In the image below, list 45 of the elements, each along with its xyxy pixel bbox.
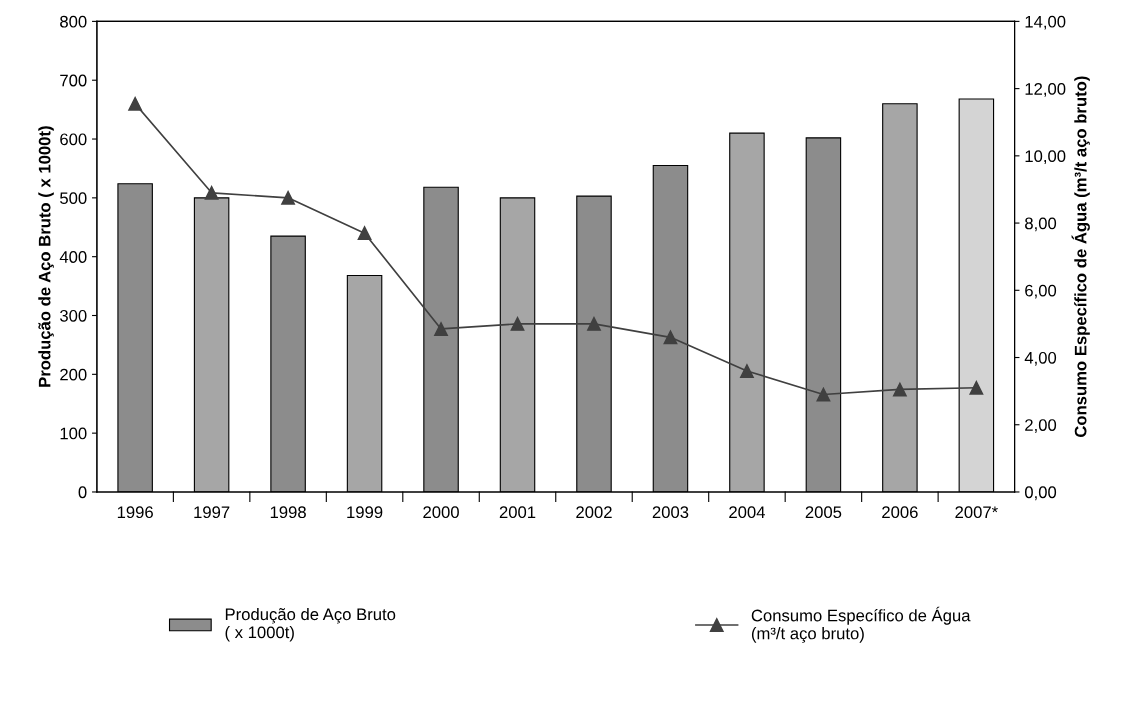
- y2-tick-label: 14,00: [1025, 15, 1066, 30]
- x-tick-label: 2003: [652, 506, 689, 519]
- x-tick-label: 1996: [117, 506, 153, 519]
- point: [204, 185, 219, 200]
- point: [510, 316, 525, 331]
- point: [434, 322, 448, 336]
- legend-label: Produção de Aço Bruto ( x 1000t): [225, 607, 396, 642]
- y-tick-label: 500: [60, 192, 87, 205]
- y2-tick-label: 2,00: [1025, 419, 1057, 433]
- point: [128, 96, 143, 111]
- y-tick-label: 400: [59, 251, 87, 263]
- x-tick-label: 1999: [347, 506, 383, 519]
- point: [816, 387, 831, 402]
- point: [739, 364, 754, 378]
- y-tick-label: 200: [60, 368, 87, 381]
- y-tick-label: 700: [60, 74, 87, 87]
- point: [357, 226, 372, 241]
- y-tick-label: 100: [60, 427, 87, 440]
- x-tick-label: 2007*: [955, 506, 998, 519]
- point: [281, 190, 296, 205]
- legend-label: Consumo Específico de Água (m³/t aço bruto): [751, 606, 971, 643]
- y-tick-label: 600: [60, 133, 87, 146]
- point: [587, 316, 601, 331]
- x-tick-label: 2005: [805, 506, 842, 519]
- y2-tick-label: 10,00: [1025, 150, 1066, 165]
- point: [969, 380, 984, 395]
- y-tick-label: 0: [78, 486, 87, 499]
- y2-tick-label: 12,00: [1025, 83, 1066, 97]
- y2-tick-label: 6,00: [1025, 284, 1057, 299]
- x-tick-label: 2004: [729, 506, 765, 519]
- y2-tick-label: 8,00: [1025, 217, 1057, 232]
- x-tick-label: 2000: [423, 506, 459, 519]
- x-tick-label: 1997: [194, 506, 230, 519]
- x-tick-label: 2001: [499, 506, 536, 519]
- y-tick-label: 800: [60, 15, 87, 28]
- point: [892, 382, 907, 397]
- point: [663, 330, 678, 345]
- x-tick-label: 2002: [576, 506, 612, 519]
- x-tick-label: 2006: [882, 506, 918, 519]
- y-axis-title: Produção de Aço Bruto ( x 1000t): [38, 126, 54, 387]
- x-tick-label: 1998: [270, 506, 306, 519]
- y-tick-label: 300: [60, 309, 87, 322]
- y2-axis-title: Consumo Específico de Água (m³/t aço bruto): [1071, 76, 1090, 438]
- y2-tick-label: 4,00: [1024, 351, 1057, 366]
- y2-tick-label: 0,00: [1024, 486, 1057, 501]
